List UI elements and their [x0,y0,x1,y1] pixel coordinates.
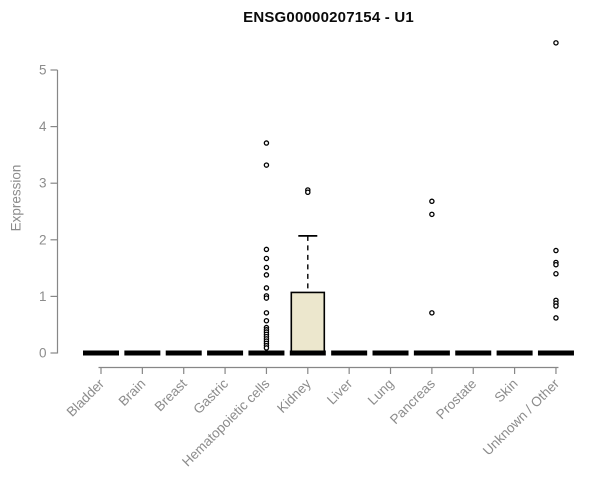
y-tick-label: 4 [39,119,47,134]
outlier-point [263,285,270,291]
outlier-point [305,189,311,196]
outlier-point [263,295,270,301]
outlier-point [429,198,435,205]
outlier-point [553,247,559,254]
y-tick-label: 2 [39,232,47,247]
x-tick-label: Liver [324,376,356,408]
x-tick-label: Gastric [190,376,231,417]
outlier-point [263,255,270,262]
y-tick-label: 0 [39,346,47,361]
x-tick-label: Kidney [274,376,314,416]
outlier-point [553,315,559,321]
x-tick-label: Breast [152,376,190,414]
x-tick-label: Lung [365,376,397,408]
outlier-point [263,317,270,324]
outlier-point [553,271,559,277]
outlier-point [553,303,559,309]
outlier-point [263,272,270,278]
outlier-point [553,261,559,268]
x-tick-label: Pancreas [387,376,438,427]
box-body [290,291,326,354]
x-tick-label: Brain [116,376,149,409]
outlier-point [263,310,270,316]
outlier-point [263,246,270,253]
x-tick-label: Unknown / Other [480,376,563,459]
y-tick-label: 5 [39,63,47,78]
outlier-point [263,264,270,271]
outlier-point [263,162,270,168]
y-tick-label: 1 [39,289,47,304]
x-tick-label: Skin [492,376,521,405]
x-tick-label: Bladder [64,376,108,420]
outlier-point [429,310,435,316]
outlier-point [553,40,559,46]
outlier-point [263,140,270,146]
x-tick-label: Prostate [433,376,479,422]
chart-title: ENSG00000207154 - U1 [243,9,414,26]
y-tick-label: 3 [39,176,47,191]
outlier-point [429,211,435,218]
outlier-point [263,345,270,351]
